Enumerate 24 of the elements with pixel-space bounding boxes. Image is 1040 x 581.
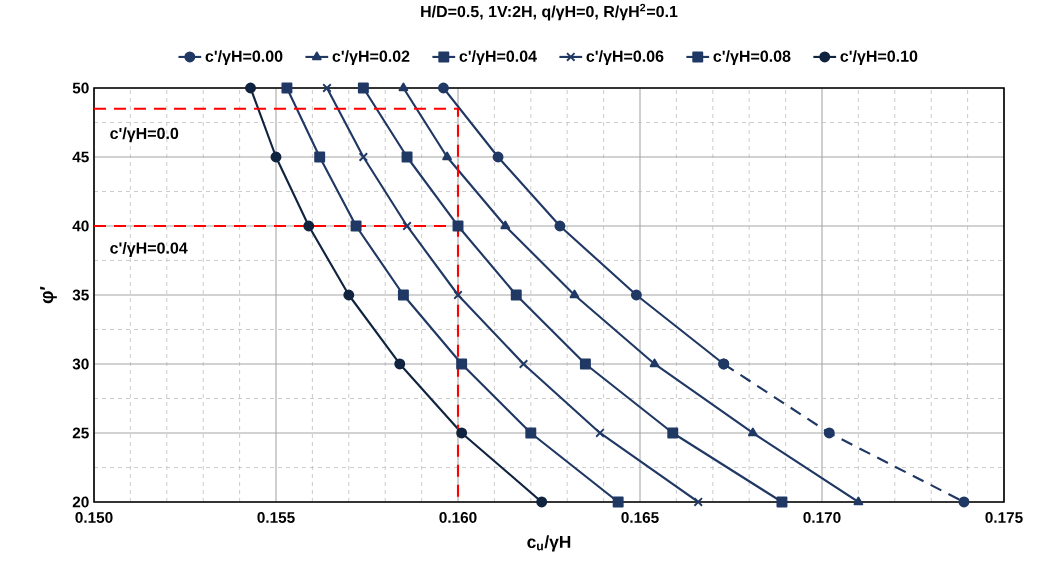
annotation: c'/γH=0.0 [110,127,179,143]
chart-title: H/D=0.5, 1V:2H, q/γH=0, R/γH$^{2}$=0.1 [421,3,678,21]
legend-label: c'/γH=0.10 [840,50,918,66]
legend-label: c'/γH=0.04 [459,50,537,66]
annotation: c'/γH=0.04 [110,242,188,257]
legend-label: c'/γH=0.06 [586,50,664,66]
x-tick-label: 0.150 [75,512,113,523]
x-tick-label: 0.160 [439,512,477,523]
y-axis-title: φ′ [40,286,57,304]
x-axis-title: c$_{u}$/γH [527,535,571,552]
legend-label: c'/γH=0.00 [205,50,283,66]
y-tick-label: 45 [72,151,89,163]
y-tick-label: 25 [72,427,89,439]
legend-label: c'/γH=0.08 [713,50,791,66]
x-tick-label: 0.165 [621,512,659,523]
x-tick-label: 0.155 [257,512,295,523]
y-tick-label: 30 [72,358,89,370]
y-tick-label: 20 [72,496,89,508]
x-tick-label: 0.170 [803,512,841,523]
y-tick-label: 50 [72,82,89,94]
legend-label: c'/γH=0.02 [332,50,410,66]
x-tick-label: 0.175 [985,512,1023,523]
y-tick-label: 35 [72,289,89,301]
y-tick-label: 40 [72,220,89,232]
